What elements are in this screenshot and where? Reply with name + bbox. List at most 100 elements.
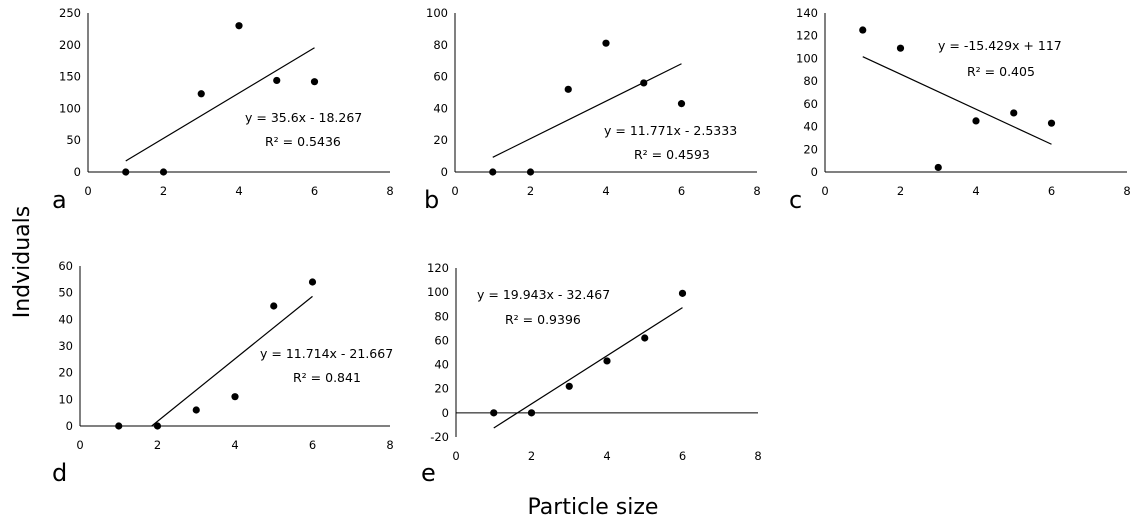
trendline: [492, 63, 682, 158]
y-tick-label: -20: [430, 430, 449, 444]
trendline: [862, 56, 1052, 145]
x-tick-label: 8: [1123, 184, 1130, 198]
y-tick-label: 100: [796, 51, 818, 65]
x-tick-label: 2: [528, 449, 535, 463]
data-point: [640, 79, 648, 87]
panel-a: 0 50 100 150 200 250 0 2 4 6 8 y = 35.6x - 18.267 R²…: [52, 6, 394, 214]
y-tick-label: 50: [66, 133, 81, 147]
y-tick-label: 80: [433, 38, 448, 52]
y-tick-label: 0: [66, 419, 73, 433]
panel-letter: e: [421, 459, 436, 487]
x-tick-label: 0: [452, 449, 459, 463]
panel-letter: c: [789, 186, 802, 214]
data-point: [197, 90, 205, 98]
panel-letter: b: [424, 186, 439, 214]
trendline-equation: y = -15.429x + 117: [938, 38, 1062, 53]
y-tick-label: 80: [434, 309, 449, 323]
data-point: [122, 168, 130, 176]
data-point: [602, 39, 610, 47]
y-tick-label: 20: [58, 366, 73, 380]
trendline: [151, 295, 313, 427]
x-tick-label: 2: [527, 184, 534, 198]
trendline: [125, 47, 315, 162]
data-point: [527, 409, 536, 417]
data-point: [115, 422, 123, 430]
data-point: [192, 406, 200, 414]
data-point: [153, 422, 162, 430]
y-tick-label: 20: [434, 382, 449, 396]
x-tick-label: 4: [235, 184, 242, 198]
y-tick-label: 100: [59, 101, 81, 115]
trendline-equation: y = 11.714x - 21.667: [260, 346, 393, 361]
y-tick-label: 40: [58, 312, 73, 326]
y-tick-label: 50: [58, 286, 73, 300]
data-point: [972, 117, 980, 125]
y-tick-label: 150: [59, 70, 81, 84]
y-tick-label: 120: [427, 261, 449, 275]
y-tick-label: 20: [803, 142, 818, 156]
x-tick-label: 4: [602, 184, 609, 198]
data-point: [490, 409, 498, 417]
data-point: [1047, 119, 1056, 127]
data-point: [565, 382, 573, 390]
y-tick-label: 0: [442, 406, 449, 420]
data-point: [859, 26, 867, 34]
y-tick-label: 60: [58, 259, 73, 273]
y-tick-label: 80: [803, 74, 818, 88]
y-tick-label: 30: [58, 339, 73, 353]
x-axis-title: Particle size: [528, 495, 659, 520]
x-tick-label: 2: [160, 184, 167, 198]
x-tick-label: 0: [821, 184, 828, 198]
y-tick-label: 60: [803, 97, 818, 111]
panel-letter: d: [52, 459, 67, 487]
y-tick-label: 60: [433, 70, 448, 84]
data-point: [564, 85, 572, 93]
x-tick-label: 6: [309, 438, 316, 452]
data-point: [310, 78, 319, 86]
y-tick-label: 200: [59, 38, 81, 52]
y-tick-label: 140: [796, 6, 818, 20]
data-point: [231, 393, 239, 401]
x-tick-label: 8: [753, 184, 760, 198]
y-tick-label: 0: [441, 165, 448, 179]
x-tick-label: 2: [154, 438, 161, 452]
data-point: [678, 289, 687, 297]
data-point: [1010, 109, 1018, 117]
trendline-equation: y = 19.943x - 32.467: [477, 287, 610, 302]
data-point: [270, 302, 278, 310]
x-tick-label: 0: [76, 438, 83, 452]
r-squared-label: R² = 0.5436: [265, 134, 341, 149]
r-squared-label: R² = 0.841: [293, 370, 361, 385]
y-tick-label: 20: [433, 133, 448, 147]
x-tick-label: 6: [311, 184, 318, 198]
trendline-equation: y = 35.6x - 18.267: [245, 110, 362, 125]
data-point: [159, 168, 168, 176]
y-tick-label: 10: [58, 392, 73, 406]
data-point: [273, 76, 281, 85]
x-tick-label: 6: [679, 449, 686, 463]
data-point: [641, 334, 649, 342]
data-point: [677, 100, 686, 108]
y-axis-title: Indviduals: [10, 206, 35, 319]
data-point: [489, 168, 497, 176]
panel-c: 0 20 40 60 80 100 120 140 0 2 4 6 8 y = -15.429x + 11…: [789, 6, 1131, 214]
panel-letter: a: [52, 186, 67, 214]
data-point: [934, 163, 942, 172]
x-tick-label: 8: [754, 449, 761, 463]
x-tick-label: 4: [603, 449, 610, 463]
x-tick-label: 0: [451, 184, 458, 198]
trendline-equation: y = 11.771x - 2.5333: [604, 123, 737, 138]
y-tick-label: 250: [59, 6, 81, 20]
data-point: [603, 357, 611, 365]
data-point: [235, 22, 243, 30]
data-point: [308, 278, 317, 286]
x-tick-label: 8: [386, 184, 393, 198]
y-tick-label: 100: [426, 6, 448, 20]
data-point: [526, 168, 535, 176]
y-tick-label: 40: [803, 120, 818, 134]
y-tick-label: 40: [433, 101, 448, 115]
trendline: [493, 307, 683, 429]
